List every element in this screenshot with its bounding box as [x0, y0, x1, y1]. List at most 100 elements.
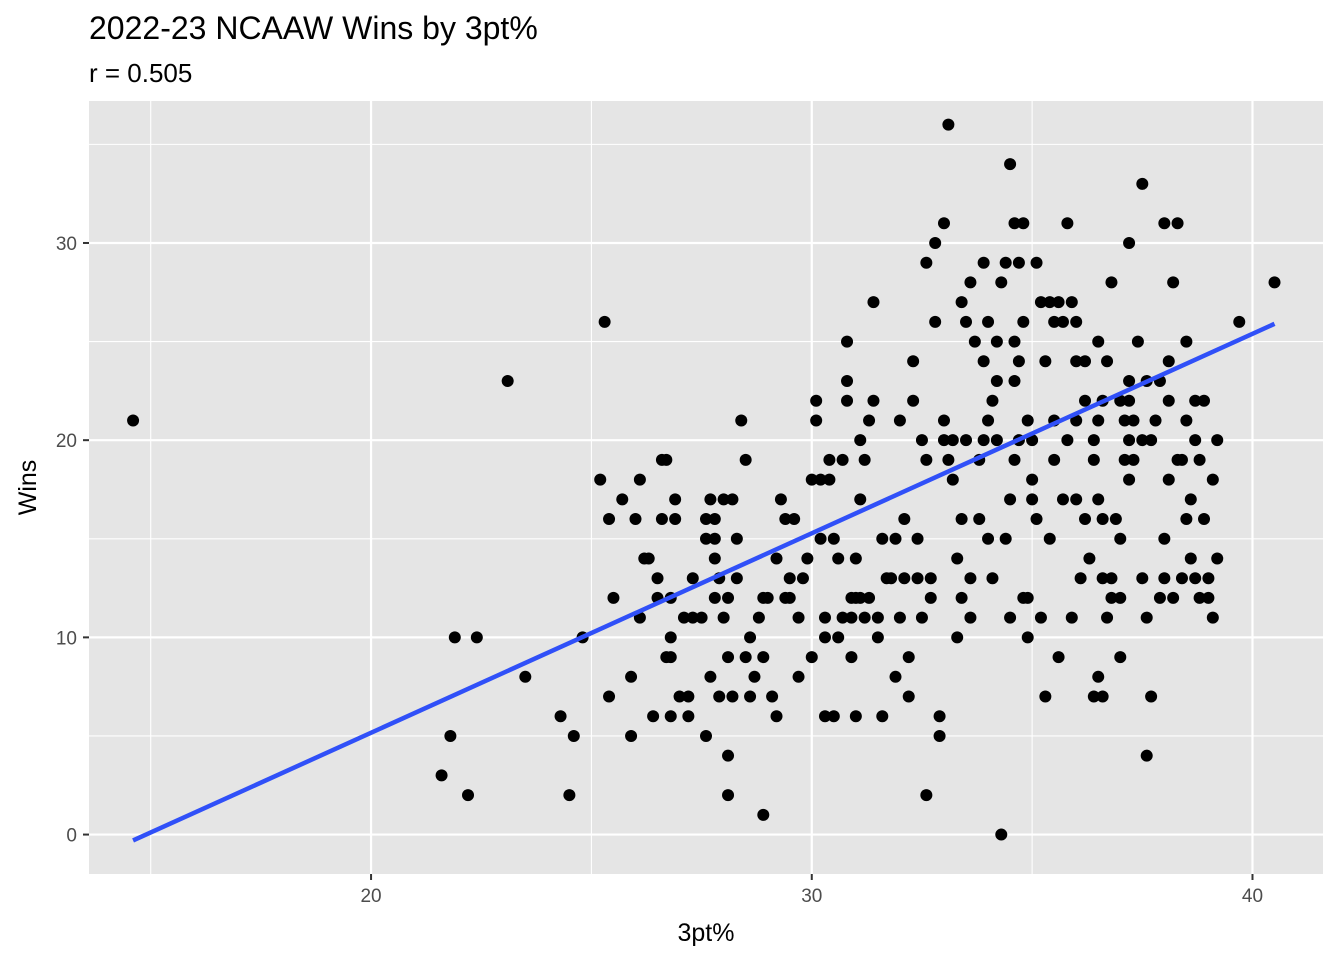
data-point [823, 473, 836, 486]
data-point [854, 591, 867, 604]
data-point [1211, 552, 1224, 565]
data-point [990, 434, 1003, 447]
data-point [682, 690, 695, 703]
data-point [1052, 651, 1065, 664]
data-point [783, 572, 796, 585]
data-point [849, 552, 862, 565]
data-point [818, 631, 831, 644]
data-point [704, 670, 717, 683]
data-point [603, 690, 616, 703]
data-point [1162, 394, 1175, 407]
data-point [1118, 453, 1131, 466]
data-point [810, 394, 823, 407]
data-point [647, 710, 660, 723]
data-point [722, 591, 735, 604]
data-point [1070, 315, 1083, 328]
data-point [1070, 355, 1083, 368]
data-point [942, 453, 955, 466]
data-point [770, 710, 783, 723]
data-point [893, 414, 906, 427]
data-point [1167, 276, 1180, 289]
data-point [937, 414, 950, 427]
data-point [1061, 217, 1074, 230]
data-point [898, 572, 911, 585]
data-point [629, 513, 642, 526]
data-point [836, 453, 849, 466]
data-point [933, 710, 946, 723]
data-point [501, 375, 514, 388]
data-point [717, 493, 730, 506]
data-point [929, 315, 942, 328]
data-point [915, 611, 928, 624]
data-point [1162, 355, 1175, 368]
data-point [796, 572, 809, 585]
data-point [660, 453, 673, 466]
data-point [982, 532, 995, 545]
data-point [1012, 355, 1025, 368]
data-point [625, 670, 638, 683]
data-point [1118, 414, 1131, 427]
data-point [735, 414, 748, 427]
data-point [730, 572, 743, 585]
data-point [651, 572, 664, 585]
data-point [748, 670, 761, 683]
data-point [854, 434, 867, 447]
data-point [1092, 670, 1105, 683]
data-point [695, 611, 708, 624]
data-point [642, 552, 655, 565]
data-point [1123, 473, 1136, 486]
data-point [805, 473, 818, 486]
data-point [1070, 414, 1083, 427]
data-point [977, 434, 990, 447]
data-point [1127, 453, 1140, 466]
data-point [841, 394, 854, 407]
data-point [792, 670, 805, 683]
data-point [964, 611, 977, 624]
data-point [1043, 296, 1056, 309]
data-point [1092, 414, 1105, 427]
data-point [1092, 493, 1105, 506]
data-point [1105, 276, 1118, 289]
data-point [1030, 513, 1043, 526]
data-point [871, 631, 884, 644]
data-point [1004, 158, 1017, 171]
data-point [1043, 532, 1056, 545]
data-point [867, 394, 880, 407]
data-point [854, 493, 867, 506]
data-point [664, 631, 677, 644]
data-point [929, 236, 942, 249]
data-point [726, 690, 739, 703]
data-point [841, 375, 854, 388]
data-point [1008, 335, 1021, 348]
data-point [920, 256, 933, 269]
data-point [845, 651, 858, 664]
data-point [885, 572, 898, 585]
data-point [1096, 513, 1109, 526]
data-point [757, 651, 770, 664]
data-point [700, 513, 712, 526]
data-point [1136, 572, 1149, 585]
data-point [893, 611, 906, 624]
data-point [722, 789, 735, 802]
data-point [757, 808, 770, 821]
data-point [1030, 256, 1043, 269]
data-point [1145, 434, 1158, 447]
data-point [999, 532, 1012, 545]
data-point [708, 552, 721, 565]
x-tick-label: 40 [1242, 886, 1263, 907]
data-point [1184, 493, 1197, 506]
points-layer [127, 118, 1281, 841]
data-point [1083, 552, 1096, 565]
fit-layer [132, 321, 1276, 843]
data-point [444, 729, 457, 742]
data-point [761, 591, 774, 604]
data-point [1162, 473, 1175, 486]
data-point [999, 256, 1012, 269]
data-point [871, 611, 884, 624]
data-point [713, 690, 726, 703]
data-point [955, 513, 968, 526]
data-point [960, 315, 973, 328]
y-tick-label: 20 [56, 431, 77, 452]
y-tick-label: 30 [56, 234, 77, 255]
data-point [752, 611, 765, 624]
